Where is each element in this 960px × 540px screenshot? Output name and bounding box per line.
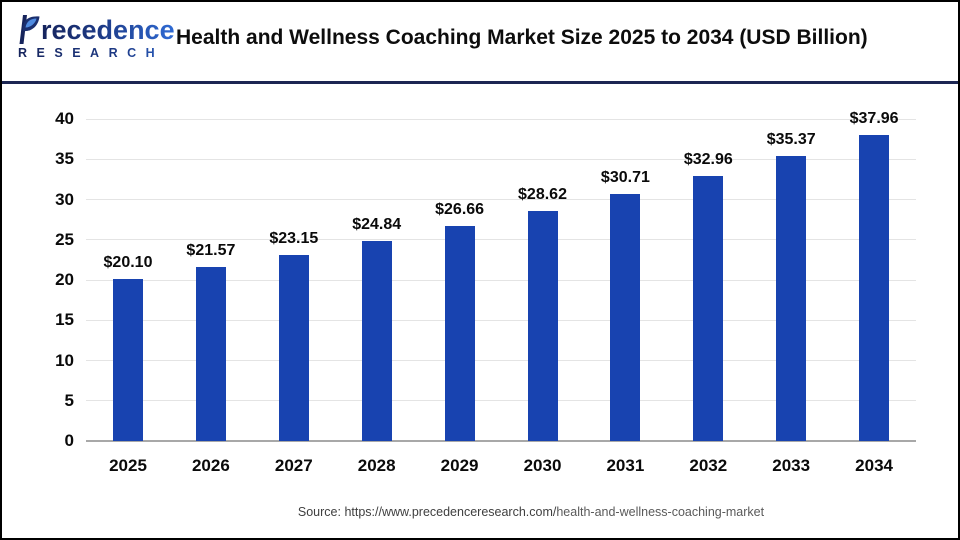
gridline-10	[86, 360, 916, 361]
value-label-2033: $35.37	[766, 131, 816, 149]
y-tick-label-20: 20	[55, 270, 74, 289]
bar-2034	[859, 135, 890, 441]
source-url-path: health-and-wellness-coaching-market	[556, 505, 765, 519]
bar-2030	[527, 210, 558, 441]
bar-2033	[776, 156, 807, 441]
chart-title: Health and Wellness Coaching Market Size…	[176, 26, 868, 49]
logo-brand-text: recedence	[41, 15, 175, 45]
value-label-2026: $21.57	[186, 242, 236, 260]
source-url-main: Source: https://www.precedenceresearch.c…	[297, 505, 557, 519]
bar-2026	[195, 267, 226, 441]
year-label-2034: 2034	[855, 456, 893, 475]
leaf-p-icon	[18, 14, 40, 45]
y-tick-label-15: 15	[55, 310, 74, 330]
gridline-15	[86, 319, 916, 321]
bar-2029	[444, 226, 475, 441]
bar-2025	[113, 279, 143, 441]
y-tick-label-10: 10	[55, 350, 74, 370]
value-label-2029: $26.66	[435, 201, 485, 219]
y-tick-label-25: 25	[55, 229, 74, 249]
y-tick-label-35: 35	[55, 149, 74, 169]
gridline-25	[86, 239, 916, 241]
value-label-2031: $30.71	[600, 168, 650, 186]
value-label-2034: $37.96	[849, 110, 899, 128]
gridline-5	[86, 400, 916, 402]
y-tick-label-0: 0	[64, 431, 74, 450]
year-label-2032: 2032	[689, 456, 728, 475]
value-label-2027: $23.15	[269, 229, 319, 247]
year-label-2033: 2033	[772, 456, 811, 475]
gridline-30	[86, 199, 916, 200]
bar-2031	[610, 193, 641, 441]
x-axis-line	[86, 440, 916, 442]
bar-2027	[278, 254, 309, 441]
year-label-2026: 2026	[191, 456, 230, 475]
y-tick-label-30: 30	[55, 189, 74, 209]
year-label-2030: 2030	[523, 456, 562, 475]
logo-subtext: RESEARCH	[18, 46, 188, 60]
y-tick-label-5: 5	[64, 390, 74, 410]
y-tick-label-40: 40	[55, 109, 74, 128]
logo-brand: recedence	[18, 13, 188, 45]
year-label-2029: 2029	[440, 456, 479, 475]
bar-2028	[361, 241, 392, 441]
value-label-2030: $28.62	[518, 185, 567, 203]
gridline-20	[86, 279, 916, 281]
year-label-2025: 2025	[109, 456, 147, 475]
value-label-2032: $32.96	[683, 150, 733, 168]
year-label-2028: 2028	[357, 456, 396, 475]
gridline-35	[86, 158, 916, 160]
value-label-2025: $20.10	[103, 254, 153, 272]
header: recedence RESEARCH Health and Wellness C…	[0, 0, 960, 84]
precedence-research-logo: recedence RESEARCH	[18, 13, 188, 60]
source-text: Source: https://www.precedenceresearch.c…	[231, 505, 831, 519]
year-label-2031: 2031	[606, 456, 645, 475]
gridline-40	[86, 118, 916, 120]
year-label-2027: 2027	[274, 456, 313, 475]
value-label-2028: $24.84	[352, 216, 402, 234]
bar-2032	[693, 175, 724, 441]
